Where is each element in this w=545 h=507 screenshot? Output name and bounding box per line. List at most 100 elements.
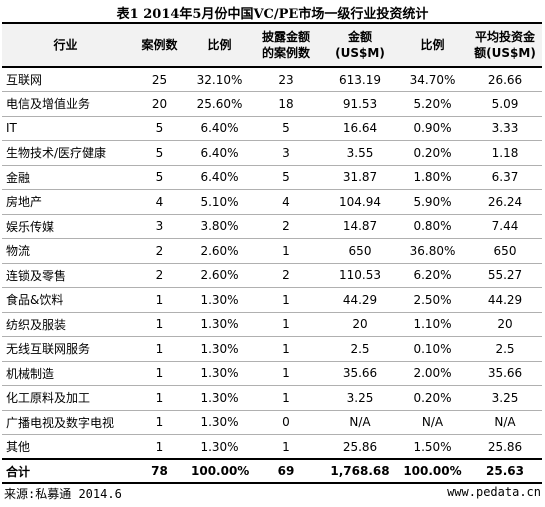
cell-case-ratio: 3.80% — [190, 214, 249, 239]
cell-disclosed-cases: 0 — [249, 410, 323, 435]
cell-average-amount: 55.27 — [468, 263, 542, 288]
cell-amount: 44.29 — [323, 287, 397, 313]
cell-case-count: 2 — [129, 263, 190, 288]
cell-case-ratio: 1.30% — [190, 361, 249, 386]
cell-amount-ratio: 1.10% — [397, 312, 468, 337]
table-title: 表1 2014年5月份中国VC/PE市场一级行业投资统计 — [116, 7, 429, 22]
total-row: 合计 78 100.00% 69 1,768.68 100.00% 25.63 — [2, 458, 542, 484]
cell-disclosed-cases: 2 — [249, 263, 323, 288]
table-row: 机械制造 1 1.30% 1 35.66 2.00% 35.66 — [2, 361, 542, 386]
cell-amount-ratio: 2.00% — [397, 361, 468, 386]
cell-industry: 连锁及零售 — [2, 263, 129, 288]
cell-amount: 20 — [323, 312, 397, 337]
website-link[interactable]: www.pedata.cn — [447, 485, 541, 499]
cell-amount: 650 — [323, 238, 397, 264]
cell-amount: 110.53 — [323, 263, 397, 288]
cell-industry: 机械制造 — [2, 361, 129, 386]
cell-average-amount: 6.37 — [468, 165, 542, 190]
cell-disclosed-cases: 4 — [249, 189, 323, 215]
cell-disclosed-cases: 5 — [249, 165, 323, 190]
cell-industry: 互联网 — [2, 67, 129, 92]
table-row: 娱乐传媒 3 3.80% 2 14.87 0.80% 7.44 — [2, 214, 542, 239]
cell-disclosed-cases: 5 — [249, 116, 323, 141]
header-amount: 金额 (US$M) — [323, 22, 397, 68]
header-average-amount: 平均投资金 额(US$M) — [468, 22, 542, 68]
cell-case-count: 3 — [129, 214, 190, 239]
cell-amount: 35.66 — [323, 361, 397, 386]
cell-case-ratio: 1.30% — [190, 410, 249, 435]
cell-average-amount: 650 — [468, 238, 542, 264]
table-body: 互联网 25 32.10% 23 613.19 34.70% 26.66 电信及增值业务 20 2… — [2, 67, 542, 460]
cell-industry: 食品&饮料 — [2, 287, 129, 313]
cell-disclosed-cases: 1 — [249, 361, 323, 386]
cell-disclosed-cases: 1 — [249, 336, 323, 362]
industry-investment-table: 行业 案例数 比例 披露金额 的案例数 金额 (US$M) 比例 平均投资金 额… — [2, 22, 542, 484]
cell-amount: 3.25 — [323, 385, 397, 411]
cell-amount-ratio: 0.10% — [397, 336, 468, 362]
cell-amount: 3.55 — [323, 140, 397, 166]
table-row: 互联网 25 32.10% 23 613.19 34.70% 26.66 — [2, 67, 542, 92]
cell-disclosed-cases: 1 — [249, 238, 323, 264]
header-case-ratio: 比例 — [190, 22, 249, 68]
cell-case-count: 4 — [129, 189, 190, 215]
cell-case-ratio: 25.60% — [190, 91, 249, 117]
table-row: 房地产 4 5.10% 4 104.94 5.90% 26.24 — [2, 189, 542, 215]
cell-case-count: 1 — [129, 312, 190, 337]
table-row: 生物技术/医疗健康 5 6.40% 3 3.55 0.20% 1.18 — [2, 140, 542, 166]
header-row: 行业 案例数 比例 披露金额 的案例数 金额 (US$M) 比例 平均投资金 额… — [2, 22, 542, 68]
table-row: 无线互联网服务 1 1.30% 1 2.5 0.10% 2.5 — [2, 336, 542, 362]
cell-case-ratio: 6.40% — [190, 165, 249, 190]
cell-amount-ratio: 1.50% — [397, 434, 468, 460]
cell-average-amount: 26.24 — [468, 189, 542, 215]
cell-industry: 娱乐传媒 — [2, 214, 129, 239]
cell-industry: 房地产 — [2, 189, 129, 215]
cell-amount-ratio: 36.80% — [397, 238, 468, 264]
cell-disclosed-cases: 18 — [249, 91, 323, 117]
cell-case-count: 1 — [129, 385, 190, 411]
header-case-count: 案例数 — [129, 22, 190, 68]
cell-case-count: 5 — [129, 140, 190, 166]
cell-amount-ratio: N/A — [397, 410, 468, 435]
cell-case-ratio: 1.30% — [190, 312, 249, 337]
table-row: 食品&饮料 1 1.30% 1 44.29 2.50% 44.29 — [2, 287, 542, 313]
cell-industry: IT — [2, 116, 129, 141]
cell-case-ratio: 2.60% — [190, 238, 249, 264]
header-disclosed-cases: 披露金额 的案例数 — [249, 22, 323, 68]
cell-disclosed-cases: 1 — [249, 312, 323, 337]
total-label: 合计 — [2, 458, 129, 484]
total-amount-ratio: 100.00% — [397, 458, 468, 484]
total-case-ratio: 100.00% — [190, 458, 249, 484]
cell-case-ratio: 1.30% — [190, 287, 249, 313]
cell-average-amount: 44.29 — [468, 287, 542, 313]
cell-case-count: 1 — [129, 336, 190, 362]
cell-disclosed-cases: 1 — [249, 287, 323, 313]
cell-amount-ratio: 1.80% — [397, 165, 468, 190]
table-row: 金融 5 6.40% 5 31.87 1.80% 6.37 — [2, 165, 542, 190]
cell-amount-ratio: 2.50% — [397, 287, 468, 313]
table-row: 物流 2 2.60% 1 650 36.80% 650 — [2, 238, 542, 264]
header-amount-ratio: 比例 — [397, 22, 468, 68]
cell-industry: 纺织及服装 — [2, 312, 129, 337]
cell-average-amount: 26.66 — [468, 67, 542, 92]
cell-average-amount: 3.33 — [468, 116, 542, 141]
cell-industry: 其他 — [2, 434, 129, 460]
cell-amount-ratio: 0.80% — [397, 214, 468, 239]
table-row: 广播电视及数字电视 1 1.30% 0 N/A N/A N/A — [2, 410, 542, 435]
cell-industry: 物流 — [2, 238, 129, 264]
cell-average-amount: 3.25 — [468, 385, 542, 411]
cell-industry: 无线互联网服务 — [2, 336, 129, 362]
cell-case-ratio: 5.10% — [190, 189, 249, 215]
total-average-amount: 25.63 — [468, 458, 542, 484]
cell-case-count: 5 — [129, 165, 190, 190]
cell-amount: 31.87 — [323, 165, 397, 190]
cell-case-ratio: 2.60% — [190, 263, 249, 288]
cell-case-count: 2 — [129, 238, 190, 264]
cell-amount: 14.87 — [323, 214, 397, 239]
table-row: IT 5 6.40% 5 16.64 0.90% 3.33 — [2, 116, 542, 141]
cell-case-count: 1 — [129, 287, 190, 313]
source-note: 来源:私募通 2014.6 — [4, 487, 122, 501]
cell-amount: 104.94 — [323, 189, 397, 215]
cell-industry: 化工原料及加工 — [2, 385, 129, 411]
cell-case-ratio: 1.30% — [190, 336, 249, 362]
header-industry: 行业 — [2, 22, 129, 68]
